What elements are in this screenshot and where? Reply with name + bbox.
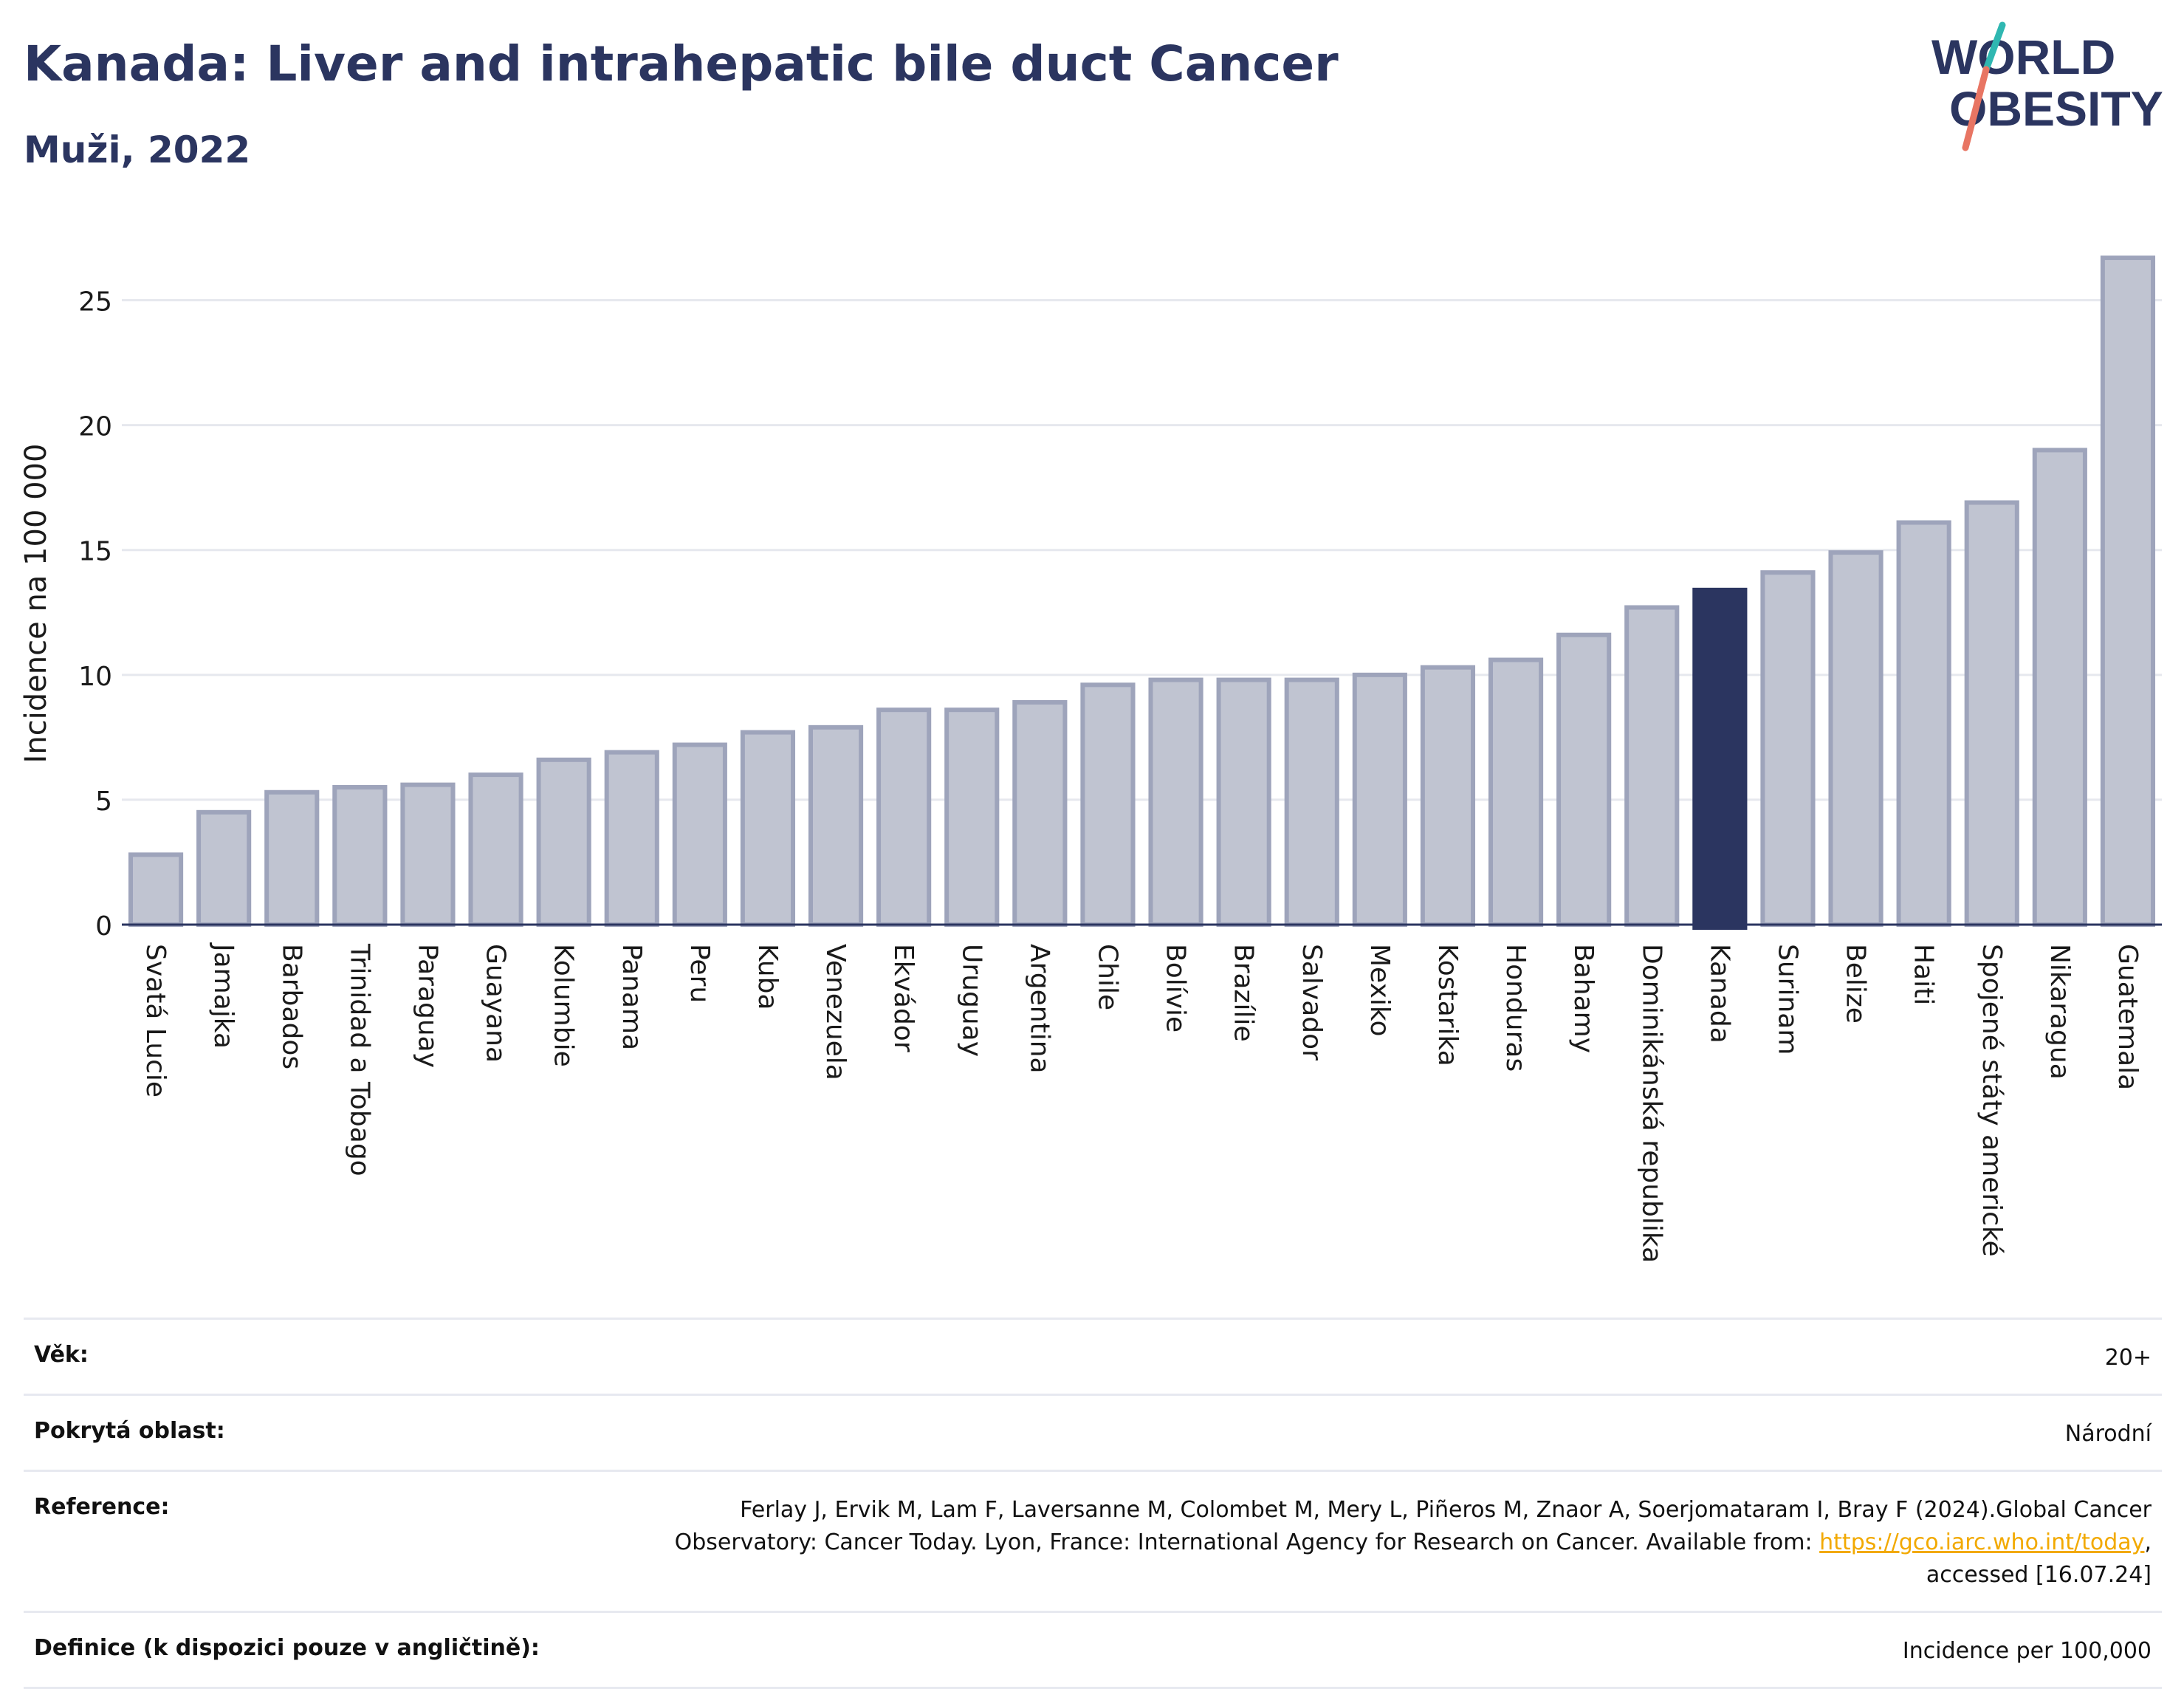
x-tick-label: Chile — [1092, 944, 1122, 1010]
bar-chart: 0 5 10 15 20 25 Svatá Lucie Jamajka Barbados Tri… — [19, 256, 2162, 1263]
logo-line2: OBESITY — [1949, 81, 2163, 136]
info-row-age: Věk: 20+ — [24, 1318, 2162, 1394]
x-tick-label: Trinidad a Tobago — [344, 943, 374, 1176]
chart-title: Kanada: Liver and intrahepatic bile duct… — [24, 35, 1339, 92]
info-row-coverage: Pokrytá oblast: Národní — [24, 1394, 2162, 1470]
bar — [1352, 672, 1407, 927]
x-tick-label: Belize — [1841, 944, 1871, 1024]
x-tick-label: Panama — [617, 944, 647, 1050]
bar — [1488, 657, 1544, 927]
x-tick-label: Argentina — [1024, 944, 1054, 1074]
bar — [1012, 700, 1068, 927]
x-tick-label: Svatá Lucie — [140, 944, 171, 1097]
x-tick-label: Paraguay — [412, 944, 442, 1068]
x-tick-label: Jamajka — [208, 942, 238, 1049]
x-tick-label: Kolumbie — [549, 944, 579, 1067]
y-axis-label: Incidence na 100 000 — [19, 444, 53, 764]
y-tick-labels: 0 5 10 15 20 25 — [78, 287, 112, 942]
bar — [536, 757, 591, 928]
x-tick-label: Haiti — [1909, 944, 1939, 1005]
bar — [1760, 570, 1816, 927]
y-tick-label: 5 — [95, 787, 112, 817]
info-label-definition: Definice (k dispozici pouze v angličtině… — [34, 1635, 540, 1661]
bar — [1828, 550, 1883, 927]
x-tick-label: Uruguay — [956, 944, 986, 1057]
bar — [468, 772, 523, 928]
info-row-reference: Reference: Ferlay J, Ervik M, Lam F, Lav… — [24, 1470, 2162, 1611]
bar — [1964, 500, 2019, 927]
x-tick-label: Guatemala — [2112, 944, 2143, 1090]
x-tick-label: Surinam — [1772, 944, 1802, 1055]
reference-text-2: Observatory: Cancer Today. Lyon, France:… — [674, 1529, 1820, 1555]
grid-lines — [122, 299, 2162, 801]
y-tick-label: 20 — [78, 412, 112, 442]
x-tick-label: Kanada — [1704, 944, 1734, 1044]
x-tick-label: Barbados — [276, 944, 306, 1069]
x-tick-label: Bolívie — [1161, 944, 1191, 1032]
y-tick-label: 15 — [78, 537, 112, 567]
reference-text-3: , — [2144, 1529, 2152, 1555]
info-value-reference: Ferlay J, Ervik M, Lam F, Laversanne M, … — [675, 1494, 2152, 1592]
bar — [264, 789, 320, 928]
x-tick-label: Nikaragua — [2044, 944, 2075, 1080]
bar — [400, 782, 456, 927]
x-tick-label: Guayana — [481, 944, 511, 1063]
bar — [196, 809, 252, 928]
bar — [332, 785, 388, 927]
info-row-definition: Definice (k dispozici pouze v angličtině… — [24, 1611, 2162, 1689]
info-value-age: 20+ — [2104, 1345, 2152, 1371]
bar — [876, 708, 932, 927]
bar — [1080, 682, 1136, 927]
info-label-reference: Reference: — [34, 1494, 170, 1520]
bar — [1896, 520, 1951, 927]
y-tick-label: 0 — [95, 911, 112, 942]
x-tick-label: Salvador — [1297, 944, 1327, 1061]
bar — [808, 724, 864, 927]
y-tick-label: 25 — [78, 287, 112, 318]
bar — [128, 852, 184, 927]
info-value-coverage: Národní — [2064, 1421, 2152, 1447]
bar — [1624, 605, 1680, 927]
bar — [1284, 677, 1339, 928]
info-value-definition: Incidence per 100,000 — [1902, 1638, 2152, 1664]
x-tick-label: Spojené státy americké — [1977, 944, 2007, 1257]
logo-slash-coral — [1962, 66, 1990, 151]
reference-text-1: Ferlay J, Ervik M, Lam F, Laversanne M, … — [740, 1497, 2152, 1523]
bar — [1148, 677, 1203, 928]
bar — [672, 742, 727, 927]
x-tick-label: Kuba — [752, 944, 783, 1010]
bar — [740, 730, 796, 927]
x-tick-label: Mexiko — [1364, 944, 1395, 1036]
x-tick-labels: Svatá Lucie Jamajka Barbados Trinidad a Tob… — [140, 942, 2143, 1263]
x-tick-label: Venezuela — [820, 944, 851, 1080]
reference-text-4: accessed [16.07.24] — [1926, 1562, 2152, 1588]
y-tick-label: 10 — [78, 662, 112, 692]
x-tick-label: Peru — [684, 944, 715, 1003]
info-table: Věk: 20+ Pokrytá oblast: Národní Referen… — [24, 1318, 2162, 1689]
x-tick-label: Dominikánská republika — [1636, 944, 1666, 1263]
logo-slash-teal — [1982, 21, 2006, 73]
x-tick-label: Bahamy — [1568, 944, 1598, 1053]
info-label-age: Věk: — [34, 1342, 89, 1368]
bar — [2032, 448, 2087, 927]
reference-link[interactable]: https://gco.iarc.who.int/today — [1819, 1529, 2145, 1555]
logo-line1: WORLD — [1931, 30, 2115, 84]
world-obesity-logo: WORLD OBESITY — [1931, 21, 2163, 151]
x-tick-label: Ekvádor — [888, 944, 918, 1052]
bar — [944, 708, 1000, 927]
bar — [1556, 632, 1612, 928]
bar — [604, 750, 659, 927]
bar — [1420, 665, 1476, 927]
bar — [2100, 256, 2156, 927]
bar — [1692, 587, 1748, 930]
x-tick-label: Honduras — [1500, 944, 1531, 1072]
x-tick-label: Brazílie — [1229, 944, 1259, 1042]
chart-subtitle: Muži, 2022 — [24, 129, 251, 171]
bars — [128, 256, 2156, 930]
bar — [1216, 677, 1271, 928]
info-label-coverage: Pokrytá oblast: — [34, 1418, 225, 1444]
x-tick-label: Kostarika — [1432, 944, 1463, 1066]
